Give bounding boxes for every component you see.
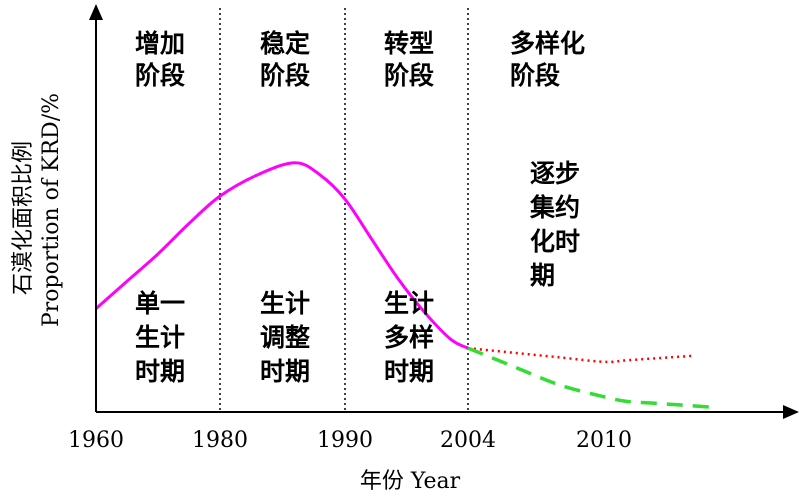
- period-label-2: 生计调整时期: [260, 289, 310, 386]
- x-tick-label-1980: 1980: [192, 428, 248, 453]
- series-line-dotted: [467, 346, 694, 364]
- period-label-3: 生计多样时期: [384, 289, 434, 386]
- y-axis-label-cn: 石漠化面积比例: [11, 141, 36, 295]
- phase-dividers: [219, 8, 469, 412]
- phase-label-4: 多样化阶段: [510, 29, 585, 90]
- axes: [89, 4, 799, 419]
- phase-label-1: 增加阶段: [135, 29, 185, 90]
- x-tick-label-1990: 1990: [317, 428, 373, 453]
- phase-label-2: 稳定阶段: [260, 29, 310, 90]
- x-tick-label-2010: 2010: [576, 428, 632, 453]
- period-label-4: 逐步集约化时期: [529, 159, 580, 290]
- x-axis-label: 年份 Year: [360, 469, 461, 494]
- x-axis-arrow: [783, 405, 799, 419]
- period-labels: 单一生计时期 生计调整时期 生计多样时期 逐步集约化时期: [135, 159, 580, 386]
- phase-labels: 增加阶段 稳定阶段 转型阶段 多样化阶段: [135, 29, 585, 90]
- series-line-dashed: [467, 346, 717, 410]
- x-tick-label-2004: 2004: [440, 428, 496, 453]
- y-axis-label-en: Proportion of KRD/%: [39, 93, 64, 327]
- period-label-1: 单一生计时期: [135, 289, 185, 386]
- x-tick-label-1960: 1960: [68, 428, 124, 453]
- series-group: [95, 161, 717, 410]
- y-axis-label: 石漠化面积比例 Proportion of KRD/%: [11, 93, 64, 327]
- phase-label-3: 转型阶段: [384, 29, 434, 90]
- x-tick-labels: 1960 1980 1990 2004 2010: [68, 428, 632, 453]
- series-line-solid: [95, 161, 469, 350]
- y-axis-arrow: [89, 4, 103, 20]
